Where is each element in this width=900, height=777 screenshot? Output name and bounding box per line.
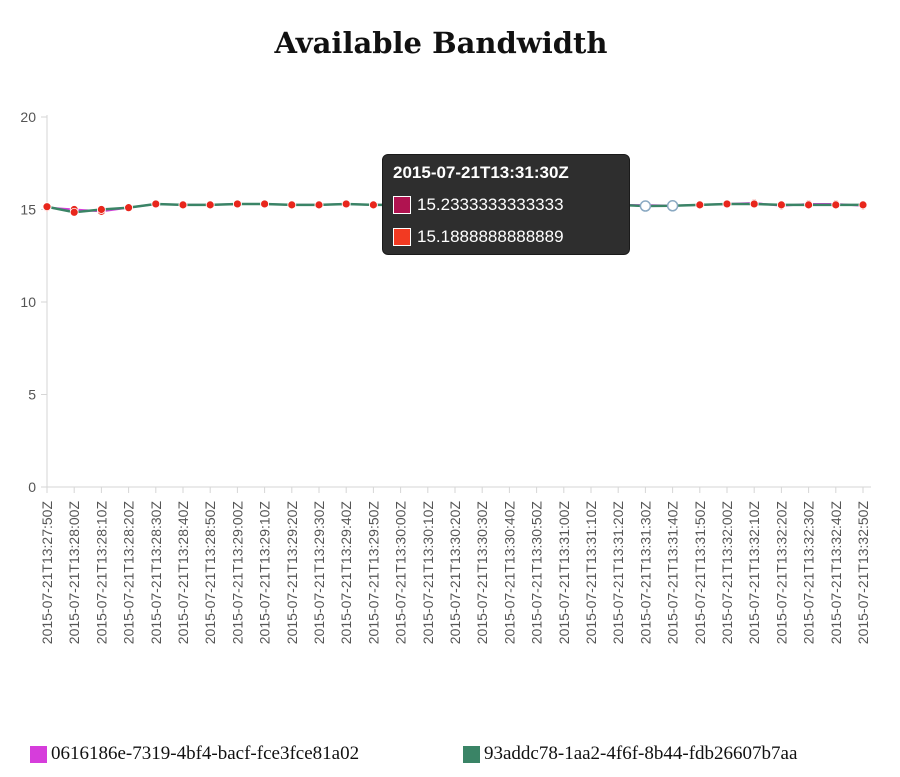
hover-tooltip: 2015-07-21T13:31:30Z 15.2333333333333 15… [382,154,630,255]
legend-swatch-series-1 [30,745,47,763]
x-tick-label: 2015-07-21T13:29:40Z [338,501,354,645]
x-tick-label: 2015-07-21T13:32:00Z [719,501,735,645]
data-point-series-2 [260,199,270,209]
x-tick-label: 2015-07-21T13:30:50Z [529,501,545,645]
data-point-series-2 [232,199,242,209]
x-tick-label: 2015-07-21T13:29:10Z [257,501,273,645]
x-tick-label: 2015-07-21T13:28:10Z [93,501,109,645]
tooltip-swatch-series-1 [393,196,411,214]
y-tick-label: 15 [20,202,36,218]
data-point-series-2 [695,200,705,210]
tooltip-value-series-2: 15.1888888888889 [417,227,564,246]
legend-swatch-series-2 [463,745,480,763]
axes [46,115,871,488]
x-tick-label: 2015-07-21T13:30:20Z [447,501,463,645]
x-tick-label: 2015-07-21T13:32:50Z [855,501,871,645]
data-point-series-2 [124,203,134,213]
legend-item-series-2[interactable]: 93addc78-1aa2-4f6f-8b44-fdb26607b7aa [463,742,797,766]
data-point-series-2 [341,199,351,209]
x-tick-label: 2015-07-21T13:29:50Z [365,501,381,645]
x-tick-label: 2015-07-21T13:29:20Z [284,501,300,645]
data-point-series-2 [287,200,297,210]
x-tick-label: 2015-07-21T13:28:40Z [175,501,191,645]
y-tick-label: 10 [20,294,36,310]
tooltip-swatch-series-2 [393,228,411,246]
y-tick-label: 0 [28,479,36,495]
data-point-series-2 [804,200,813,210]
data-point-series-2 [178,200,188,210]
data-point-series-2 [205,200,215,210]
chart-title: Available Bandwidth [274,26,608,60]
tooltip-title: 2015-07-21T13:31:30Z [393,163,569,182]
data-point-series-2 [858,200,868,210]
y-tick-label: 5 [28,387,36,403]
data-point-series-2 [777,200,786,210]
data-point-series-2 [69,207,79,217]
x-tick-label: 2015-07-21T13:28:30Z [148,501,164,645]
legend-label-series-2: 93addc78-1aa2-4f6f-8b44-fdb26607b7aa [484,743,798,764]
y-axis-ticks: 0 5 10 15 20 [20,109,47,495]
x-tick-label: 2015-07-21T13:31:30Z [637,501,653,645]
x-tick-label: 2015-07-21T13:30:10Z [420,501,436,645]
x-tick-label: 2015-07-21T13:32:30Z [801,501,817,645]
data-point-series-2 [666,200,679,212]
x-tick-label: 2015-07-21T13:29:30Z [311,501,327,645]
x-tick-label: 2015-07-21T13:28:20Z [121,501,137,645]
x-tick-label: 2015-07-21T13:32:40Z [828,501,844,645]
legend-label-series-1: 0616186e-7319-4bf4-bacf-fce3fce81a02 [51,743,360,764]
data-point-series-2 [151,199,161,209]
data-point-series-2 [749,199,759,209]
x-tick-label: 2015-07-21T13:30:30Z [474,501,490,645]
x-tick-label: 2015-07-21T13:28:50Z [202,501,218,645]
x-tick-label: 2015-07-21T13:32:20Z [773,501,789,645]
data-point-series-2 [97,205,106,214]
x-tick-label: 2015-07-21T13:32:10Z [746,501,762,645]
x-tick-label: 2015-07-21T13:30:00Z [393,501,409,645]
x-tick-label: 2015-07-21T13:31:20Z [610,501,626,645]
tooltip-row-series-2: 15.1888888888889 [393,226,564,248]
legend: 0616186e-7319-4bf4-bacf-fce3fce81a02 93a… [30,742,890,768]
data-point-series-2 [314,200,324,210]
data-point-series-2 [831,200,841,210]
x-tick-label: 2015-07-21T13:30:40Z [501,501,517,645]
tooltip-value-series-1: 15.2333333333333 [417,195,564,214]
x-tick-label: 2015-07-21T13:31:10Z [583,501,599,645]
x-tick-label: 2015-07-21T13:31:00Z [556,501,572,645]
x-axis-ticks: 2015-07-21T13:27:50Z 2015-07-21T13:28:00Z… [39,487,871,644]
data-point-series-2 [722,199,732,209]
x-tick-label: 2015-07-21T13:29:00Z [229,501,245,645]
data-point-series-2 [42,202,52,212]
data-point-series-2 [368,200,378,210]
x-tick-label: 2015-07-21T13:28:00Z [66,501,82,645]
tooltip-row-series-1: 15.2333333333333 [393,194,564,216]
x-tick-label: 2015-07-21T13:27:50Z [39,501,55,645]
x-tick-label: 2015-07-21T13:31:40Z [665,501,681,645]
y-tick-label: 20 [20,109,36,125]
legend-item-series-1[interactable]: 0616186e-7319-4bf4-bacf-fce3fce81a02 [30,742,359,766]
x-tick-label: 2015-07-21T13:31:50Z [692,501,708,645]
data-point-series-2 [639,200,652,212]
